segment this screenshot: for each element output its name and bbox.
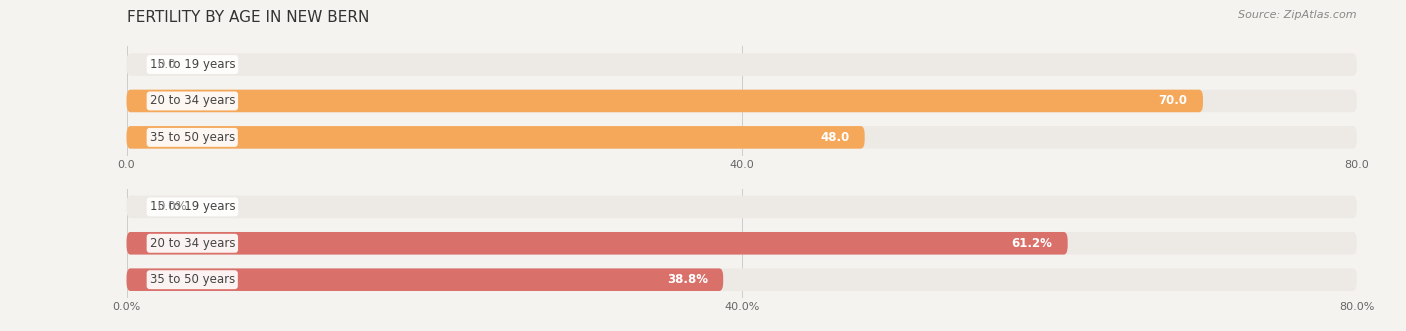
- FancyBboxPatch shape: [127, 53, 1357, 76]
- Text: 0.0%: 0.0%: [157, 200, 187, 213]
- Text: 61.2%: 61.2%: [1011, 237, 1052, 250]
- Text: 15 to 19 years: 15 to 19 years: [149, 58, 235, 71]
- Text: 0.0: 0.0: [157, 58, 176, 71]
- Text: 20 to 34 years: 20 to 34 years: [149, 94, 235, 108]
- Text: 38.8%: 38.8%: [666, 273, 707, 286]
- FancyBboxPatch shape: [127, 90, 1204, 112]
- Text: Source: ZipAtlas.com: Source: ZipAtlas.com: [1239, 10, 1357, 20]
- FancyBboxPatch shape: [127, 268, 723, 291]
- FancyBboxPatch shape: [127, 268, 1357, 291]
- FancyBboxPatch shape: [127, 90, 1357, 112]
- Text: 20 to 34 years: 20 to 34 years: [149, 237, 235, 250]
- Text: 70.0: 70.0: [1159, 94, 1188, 108]
- FancyBboxPatch shape: [127, 126, 865, 149]
- FancyBboxPatch shape: [127, 232, 1067, 255]
- FancyBboxPatch shape: [127, 196, 1357, 218]
- Text: FERTILITY BY AGE IN NEW BERN: FERTILITY BY AGE IN NEW BERN: [127, 10, 368, 25]
- FancyBboxPatch shape: [127, 126, 1357, 149]
- FancyBboxPatch shape: [127, 232, 1357, 255]
- Text: 48.0: 48.0: [820, 131, 849, 144]
- Text: 35 to 50 years: 35 to 50 years: [149, 273, 235, 286]
- Text: 35 to 50 years: 35 to 50 years: [149, 131, 235, 144]
- Text: 15 to 19 years: 15 to 19 years: [149, 200, 235, 213]
